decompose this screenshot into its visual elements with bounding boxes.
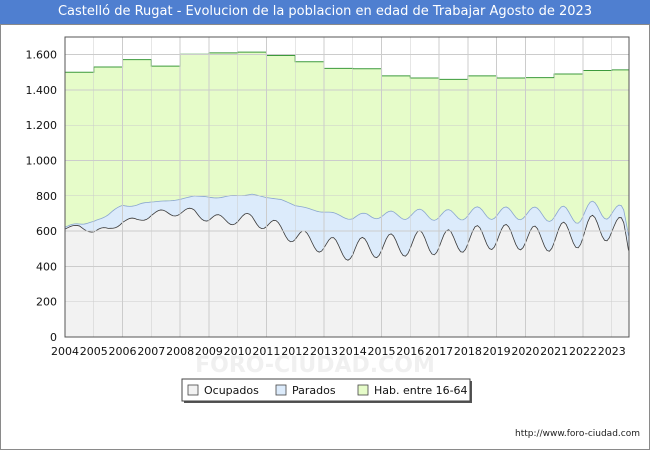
x-tick-label: 2016 <box>396 345 424 358</box>
x-tick-label: 2014 <box>339 345 367 358</box>
x-tick-label: 2009 <box>195 345 223 358</box>
y-tick-label: 1.600 <box>26 49 58 62</box>
y-tick-label: 1.400 <box>26 84 58 97</box>
x-tick-label: 2017 <box>425 345 453 358</box>
series-ocupados-area <box>65 208 629 337</box>
x-tick-label: 2019 <box>483 345 511 358</box>
y-tick-label: 800 <box>36 190 57 203</box>
x-tick-label: 2015 <box>368 345 396 358</box>
legend-label: Hab. entre 16-64 <box>374 384 468 397</box>
x-tick-label: 2004 <box>51 345 79 358</box>
x-tick-label: 2011 <box>252 345 280 358</box>
x-tick-label: 2006 <box>109 345 137 358</box>
series-parados-line <box>64 193 629 236</box>
legend-swatch <box>275 384 287 396</box>
legend-label: Ocupados <box>204 384 259 397</box>
legend-label: Parados <box>292 384 336 397</box>
x-tick-label: 2021 <box>540 345 568 358</box>
chart-title: Castelló de Rugat - Evolucion de la pobl… <box>0 0 650 24</box>
y-tick-label: 600 <box>36 225 57 238</box>
x-tick-label: 2005 <box>80 345 108 358</box>
legend-swatch <box>187 384 199 396</box>
y-tick-label: 1.200 <box>26 119 58 132</box>
x-tick-label: 2010 <box>224 345 252 358</box>
x-tick-label: 2008 <box>166 345 194 358</box>
x-tick-label: 2020 <box>511 345 539 358</box>
x-tick-label: 2022 <box>569 345 597 358</box>
x-tick-label: 2007 <box>137 345 165 358</box>
y-tick-label: 200 <box>36 296 57 309</box>
source-url[interactable]: http://www.foro-ciudad.com <box>515 429 640 439</box>
x-tick-label: 2012 <box>281 345 309 358</box>
y-tick-label: 1.000 <box>26 155 58 168</box>
x-tick-label: 2018 <box>454 345 482 358</box>
legend-swatch <box>357 384 369 396</box>
x-tick-label: 2023 <box>598 345 626 358</box>
watermark-text: FORO-CIUDAD.COM <box>195 353 435 378</box>
series-ocupados-line <box>64 207 629 261</box>
plot-border <box>64 36 630 338</box>
y-tick-label: 0 <box>50 331 57 344</box>
x-tick-label: 2013 <box>310 345 338 358</box>
legend-box <box>181 378 471 402</box>
y-tick-label: 400 <box>36 260 57 273</box>
